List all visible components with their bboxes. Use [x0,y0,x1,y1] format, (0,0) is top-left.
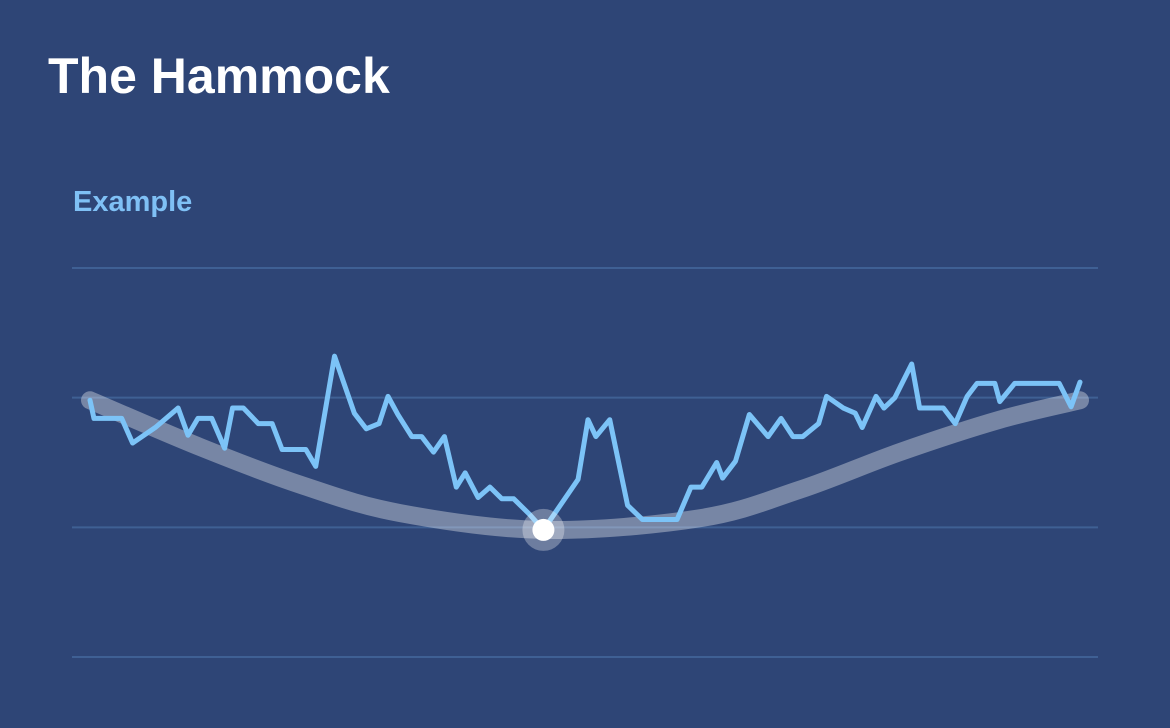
marker [532,518,555,541]
data-line [87,353,1083,533]
trend-curve [81,391,1089,540]
chart-subtitle: Example [73,186,192,218]
chart-title: The Hammock [48,48,390,104]
